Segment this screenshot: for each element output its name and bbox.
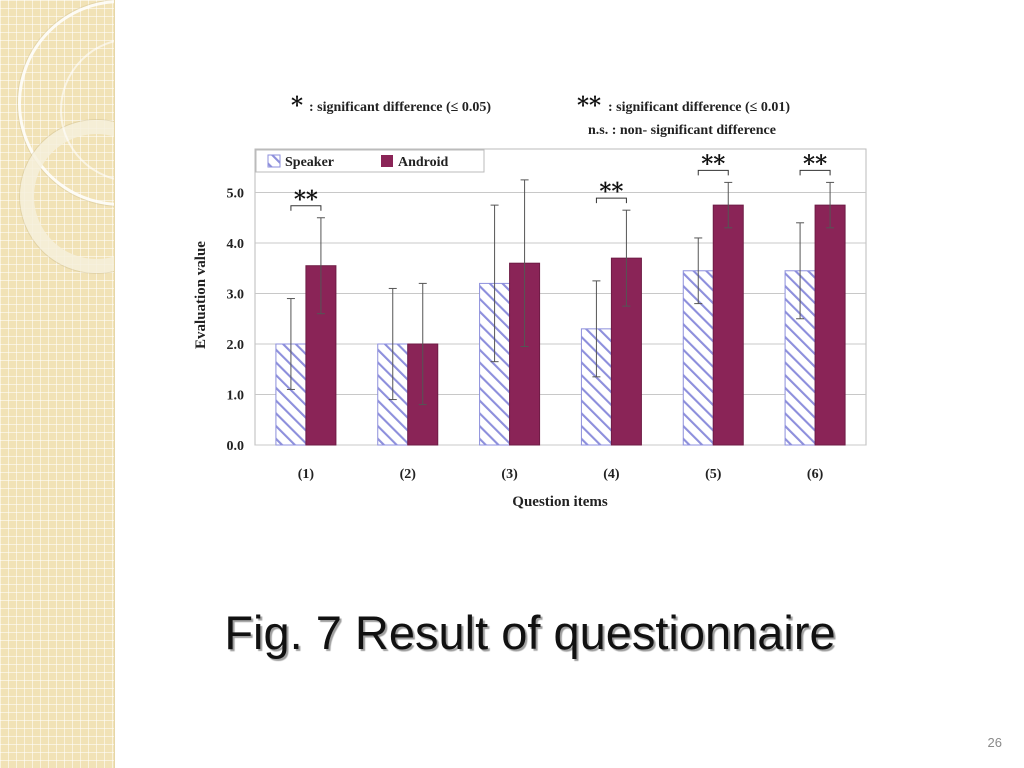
y-tick-label: 2.0 (227, 338, 245, 353)
significance-bracket (290, 205, 322, 211)
x-tick-label: (3) (501, 467, 518, 482)
gridlines (255, 192, 866, 446)
legend: Speaker Android (255, 149, 485, 173)
x-tick-label: (5) (705, 467, 722, 482)
y-tick-label: 3.0 (227, 288, 245, 303)
significance-bracket (595, 197, 627, 204)
bars (275, 204, 846, 446)
note-text-ns: n.s. : non- significant difference (588, 123, 776, 138)
y-tick-label: 5.0 (227, 187, 245, 202)
legend-swatch-speaker (267, 154, 281, 168)
side-decoration-band (0, 0, 115, 768)
note-mark-double: ** (577, 92, 601, 119)
significance-mark: ** (599, 178, 623, 205)
significance-mark: ** (294, 186, 318, 213)
slide-number: 26 (987, 735, 1002, 750)
bar-android (712, 204, 744, 446)
error-bars (286, 179, 835, 406)
y-tick-labels: 0.0 1.0 2.0 3.0 4.0 5.0 (227, 187, 245, 455)
note-text-single: : significant difference (≤ 0.05) (309, 100, 491, 115)
significance-mark: ** (701, 150, 725, 177)
x-tick-label: (6) (807, 467, 824, 482)
significance-bracket (799, 169, 831, 176)
band-divider (114, 0, 115, 768)
x-tick-labels: (1) (2) (3) (4) (5) (6) (298, 467, 824, 482)
y-tick-label: 0.0 (227, 439, 245, 454)
bar-android (814, 204, 846, 446)
slide-title: Fig. 7 Result of questionnaire (224, 606, 836, 659)
y-tick-label: 1.0 (227, 389, 245, 404)
note-text-double: : significant difference (≤ 0.01) (608, 100, 790, 115)
legend-swatch-android (381, 155, 393, 167)
x-tick-label: (4) (603, 467, 620, 482)
significance-bracket (697, 169, 729, 176)
figure-7-chart: * : significant difference (≤ 0.05) ** :… (188, 85, 878, 515)
x-tick-label: (1) (298, 467, 315, 482)
y-axis-title: Evaluation value (193, 241, 209, 349)
legend-box (255, 149, 485, 173)
significance-marks: ** ** ** ** (290, 150, 831, 213)
plot-frame (254, 148, 867, 446)
y-tick-label: 4.0 (227, 237, 245, 252)
bar-chart: * : significant difference (≤ 0.05) ** :… (193, 92, 867, 510)
legend-label-android: Android (398, 155, 449, 170)
x-tick-label: (2) (400, 467, 417, 482)
significance-mark: ** (803, 150, 827, 177)
note-mark-single: * (291, 92, 303, 119)
x-axis-title: Question items (512, 494, 608, 510)
legend-label-speaker: Speaker (285, 155, 334, 170)
